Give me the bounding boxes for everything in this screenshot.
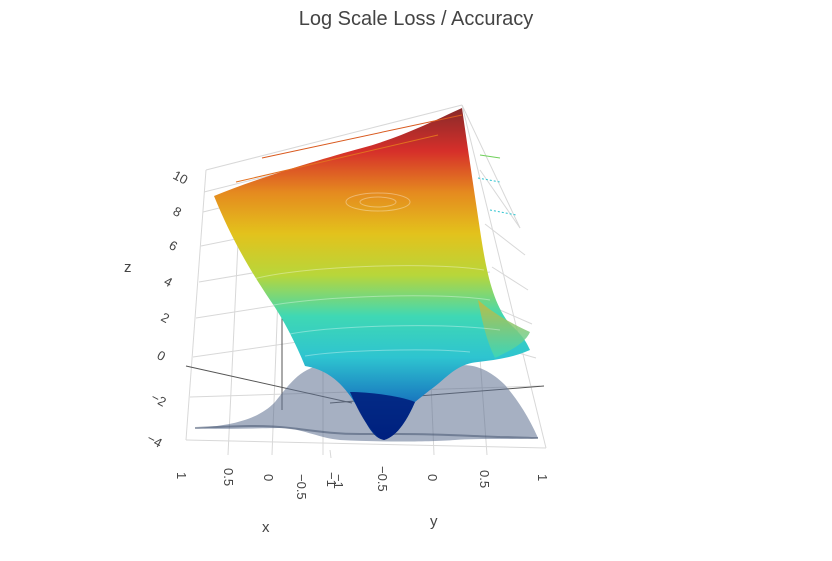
z-tick-label: −2 — [149, 389, 169, 409]
x-tick-label: −1 — [324, 472, 339, 487]
contour-line — [304, 349, 471, 357]
z-tick-label: 10 — [171, 167, 191, 187]
projection-line — [479, 154, 501, 159]
y-tick-label: −0.5 — [375, 466, 390, 492]
loss-surface — [214, 108, 530, 440]
chart-title: Log Scale Loss / Accuracy — [298, 8, 534, 30]
contour-line — [267, 295, 491, 307]
wall-projections — [235, 114, 517, 216]
y-ticks: −1 −0.5 0 0.5 1 — [331, 466, 550, 492]
z-tick-label: 0 — [155, 347, 168, 364]
contour-line — [289, 325, 501, 335]
y-axis-title: y — [430, 513, 438, 530]
projection-line — [261, 114, 463, 159]
grid-line — [329, 449, 332, 459]
y-tick-label: 1 — [535, 474, 550, 481]
loss-surface-shape — [214, 108, 530, 440]
grid-line — [461, 104, 521, 229]
x-ticks: 1 0.5 0 −0.5 −1 — [174, 468, 339, 500]
projection-line — [489, 209, 517, 216]
z-tick-label: 2 — [159, 309, 172, 326]
z-tick-label: 6 — [167, 237, 180, 254]
x-tick-label: 0.5 — [221, 468, 236, 486]
loss-contours — [249, 192, 501, 357]
contour-ring — [345, 192, 411, 212]
x-tick-label: 0 — [261, 474, 276, 481]
x-tick-label: −0.5 — [294, 474, 309, 500]
z-ticks: 10 8 6 4 2 0 −2 −4 — [145, 167, 191, 450]
grid-line — [499, 309, 533, 325]
grid-line — [491, 266, 529, 291]
y-tick-label: −1 — [331, 474, 346, 489]
loss-minimum-well — [350, 392, 415, 440]
contour-ring — [359, 196, 397, 208]
loss-surface-flap — [478, 300, 530, 358]
z-tick-label: 4 — [162, 273, 175, 290]
projection-line — [235, 134, 439, 183]
z-tick-label: 8 — [171, 203, 184, 220]
grid-line — [479, 169, 521, 229]
grid-line — [461, 104, 547, 449]
z-axis-title: z — [124, 259, 132, 276]
y-tick-label: 0 — [425, 474, 440, 481]
x-tick-label: 1 — [174, 472, 189, 479]
y-tick-label: 0.5 — [477, 470, 492, 488]
z-tick-label: −4 — [145, 430, 165, 450]
accuracy-surface-shape — [195, 365, 538, 442]
x-axis-title: x — [262, 519, 270, 536]
contour-line — [249, 265, 485, 281]
grid-line — [185, 169, 207, 441]
grid-line — [185, 439, 547, 449]
grid-line — [205, 104, 463, 171]
grid-line — [484, 223, 526, 256]
